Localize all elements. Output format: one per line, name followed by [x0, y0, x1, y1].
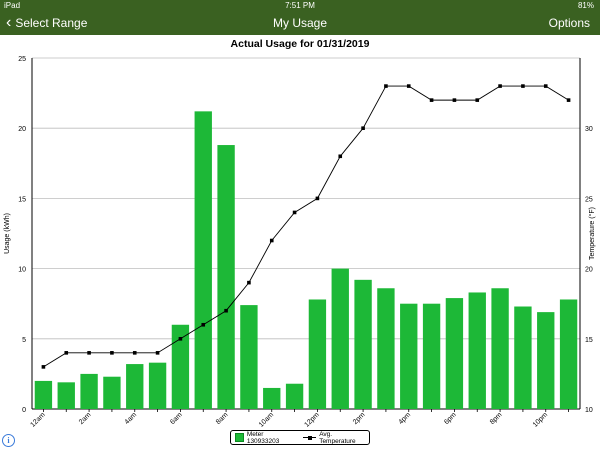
y2-tick-label: 20: [585, 267, 593, 274]
chart-title: Actual Usage for 01/31/2019: [230, 38, 370, 50]
temperature-point: [292, 210, 297, 215]
y2-tick-label: 15: [585, 337, 593, 344]
temperature-point: [452, 98, 457, 102]
usage-bar: [422, 303, 441, 409]
temperature-point: [201, 322, 206, 327]
x-tick-label: 12am: [29, 411, 46, 428]
status-bar: iPad 7:51 PM 81%: [0, 0, 600, 11]
meter-legend-label: Meter 130933203: [246, 430, 280, 445]
y2-tick-label: 30: [585, 126, 593, 133]
temperature-point: [269, 238, 274, 243]
usage-bar: [559, 299, 578, 409]
temperature-point: [132, 351, 137, 355]
x-tick-label: 2pm: [352, 411, 367, 426]
usage-bar: [377, 288, 395, 409]
temperature-point: [247, 280, 251, 285]
temperature-point: [178, 337, 183, 341]
temperature-point: [87, 351, 91, 355]
temperature-legend-line: [302, 435, 317, 440]
x-tick-label: 8am: [215, 411, 230, 426]
temperature-point: [543, 84, 548, 88]
temperature-line: [43, 85, 569, 368]
usage-bar: [354, 279, 372, 409]
temperature-point: [315, 196, 320, 201]
temperature-legend-label: Avg. Temperature: [319, 430, 356, 445]
y-tick-label: 20: [18, 126, 26, 133]
temperature-point: [429, 98, 434, 102]
usage-bar: [126, 364, 144, 409]
x-tick-label: 12pm: [303, 411, 320, 428]
chevron-left-icon: ‹: [6, 14, 12, 31]
info-icon[interactable]: i: [2, 434, 15, 447]
temperature-point: [521, 84, 525, 88]
usage-bar: [34, 380, 53, 409]
usage-bar: [240, 305, 258, 409]
temperature-point: [41, 365, 46, 369]
temperature-point: [110, 351, 114, 355]
x-tick-label: 4am: [124, 411, 139, 426]
y-tick-label: 10: [18, 267, 26, 274]
usage-bar: [308, 299, 327, 409]
status-time: 7:51 PM: [285, 1, 315, 10]
x-tick-label: 8pm: [489, 411, 504, 426]
x-tick-label: 10am: [258, 411, 275, 428]
usage-bar: [80, 373, 98, 409]
usage-bar: [445, 298, 464, 409]
y2-axis-label: Temperature (°F): [588, 207, 596, 260]
temperature-point: [384, 84, 388, 88]
y-tick-label: 0: [22, 407, 26, 414]
usage-bar: [263, 387, 281, 409]
usage-bar: [491, 288, 509, 409]
usage-bar: [400, 303, 418, 409]
usage-bar: [514, 306, 532, 409]
y-tick-label: 15: [18, 196, 26, 203]
temperature-point: [566, 98, 571, 102]
temperature-point: [224, 308, 228, 313]
back-button[interactable]: ‹ Select Range: [6, 11, 87, 35]
y2-tick-label: 25: [585, 196, 593, 203]
usage-bar: [285, 383, 304, 409]
options-button[interactable]: Options: [548, 16, 590, 30]
y2-tick-label: 10: [585, 407, 593, 414]
temperature-point: [498, 84, 502, 88]
x-tick-label: 10pm: [532, 411, 549, 428]
meter-legend-swatch: [235, 433, 244, 442]
usage-bar: [57, 382, 75, 409]
y-axis-label: Usage (kWh): [4, 213, 11, 254]
navigation-bar: My Usage ‹ Select Range Options: [0, 11, 600, 35]
y-tick-label: 5: [22, 337, 26, 344]
usage-bar: [103, 376, 121, 409]
page-title: My Usage: [272, 16, 328, 30]
temperature-point: [64, 351, 69, 355]
temperature-point: [155, 351, 160, 355]
battery-level: 81%: [577, 1, 594, 10]
temperature-point: [406, 84, 411, 88]
usage-bar: [537, 312, 555, 409]
usage-bar: [331, 268, 349, 409]
chart-legend: Meter 130933203 Avg. Temperature: [230, 430, 370, 445]
temperature-point: [338, 154, 343, 159]
x-tick-label: 2am: [78, 411, 93, 426]
usage-bar: [217, 145, 235, 409]
usage-bar: [171, 324, 190, 409]
usage-bar: [468, 292, 486, 409]
usage-bar: [148, 362, 167, 409]
device-label: iPad: [4, 1, 21, 10]
x-tick-label: 6pm: [443, 411, 458, 426]
x-tick-label: 4pm: [398, 411, 413, 426]
x-tick-label: 6am: [169, 411, 184, 426]
temperature-point: [361, 126, 365, 130]
back-button-label: Select Range: [15, 16, 88, 30]
temperature-point: [475, 98, 480, 102]
y-tick-label: 25: [18, 56, 26, 63]
usage-bar: [194, 111, 212, 410]
